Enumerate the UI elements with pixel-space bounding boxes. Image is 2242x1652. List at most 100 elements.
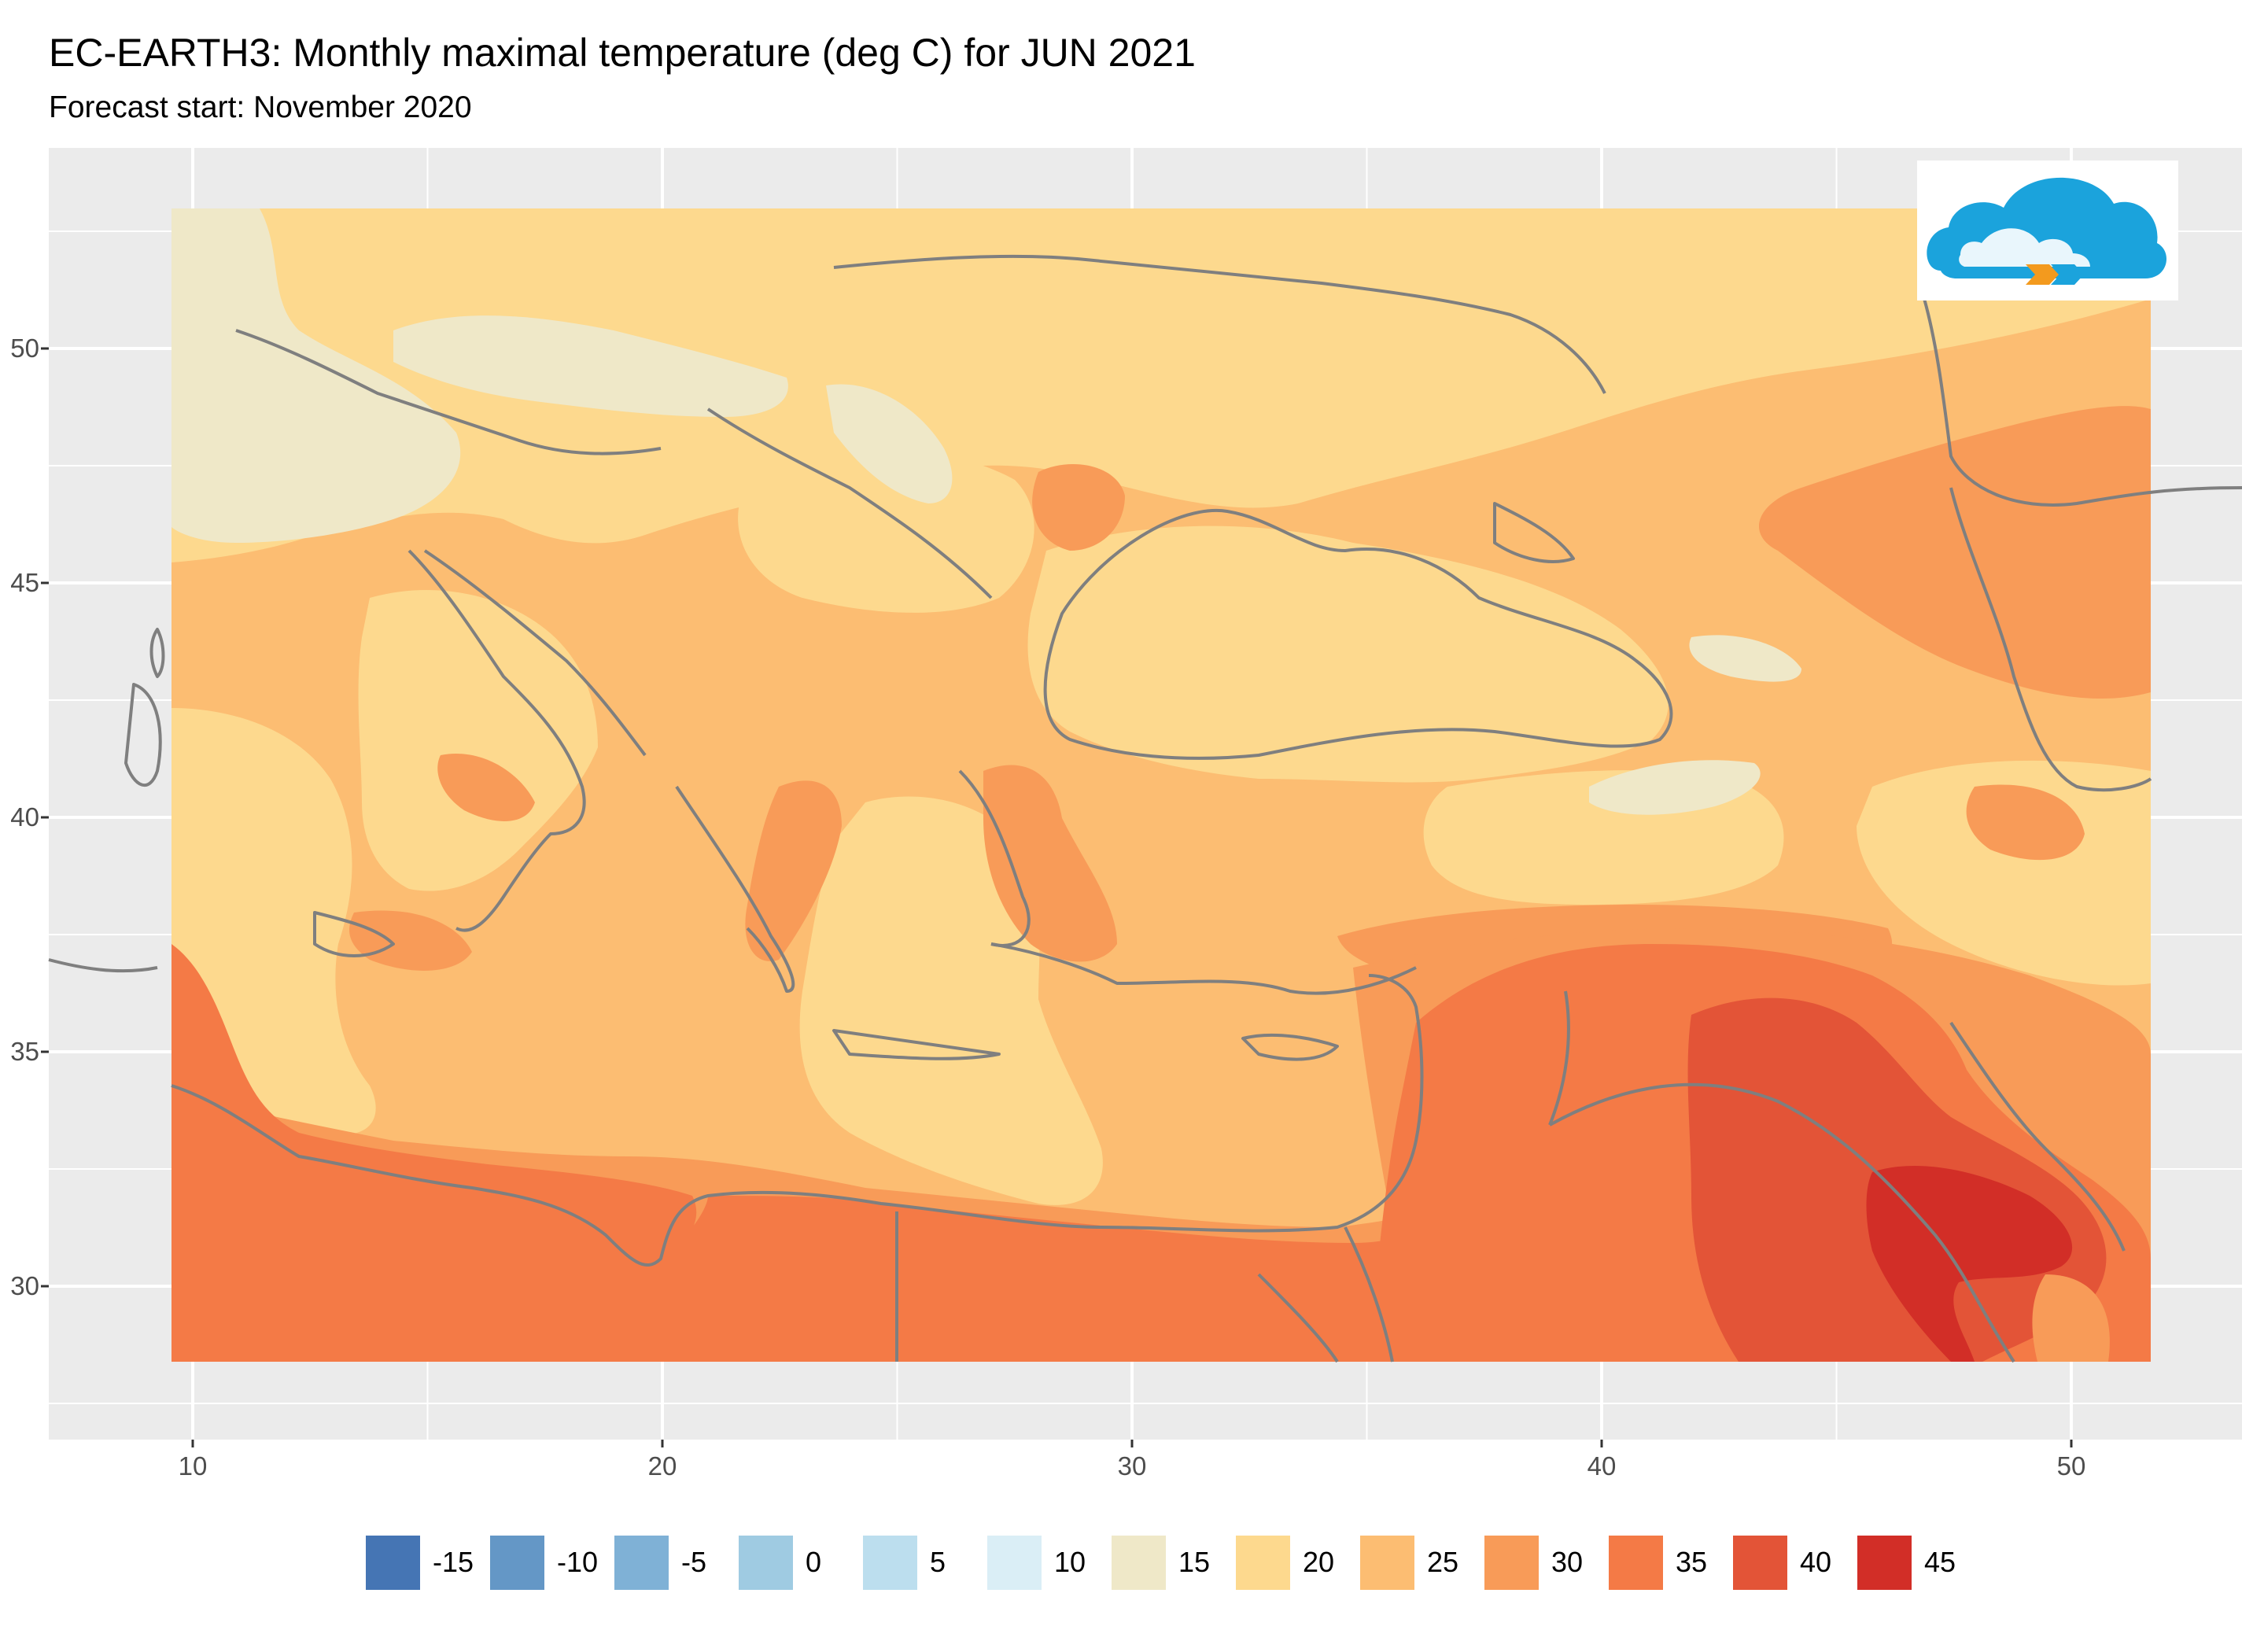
coastline-adriatic (423, 549, 647, 757)
legend-item: 35 (1609, 1535, 1733, 1590)
legend-swatch (614, 1535, 669, 1590)
field-30-ukraine-south (1032, 464, 1125, 551)
legend-swatch (1236, 1535, 1290, 1590)
y-tick-label: 40 (10, 802, 39, 832)
cloud-logo-icon (1917, 160, 2178, 301)
field-20-blacksea (1027, 525, 1669, 783)
field-15-caucasus (1689, 635, 1801, 682)
legend-swatch (863, 1535, 917, 1590)
field-30-naples (437, 754, 535, 821)
border-syria-iraq (1548, 990, 1570, 1126)
legend-item: 15 (1112, 1535, 1236, 1590)
field-30-volga (1759, 406, 2151, 699)
y-tick-label: 35 (10, 1037, 39, 1066)
border-alps (235, 329, 662, 455)
border-tigris (1549, 1082, 2015, 1363)
coastline-caspian (1949, 487, 2152, 792)
legend-swatch (1857, 1535, 1912, 1590)
x-tick-label: 30 (1118, 1451, 1147, 1481)
legend-swatch (366, 1535, 420, 1590)
color-legend: -15 -10 -5 0 5 10 15 20 25 30 35 40 45 (366, 1535, 1982, 1590)
legend-item: 40 (1733, 1535, 1857, 1590)
legend-label: -5 (681, 1546, 707, 1578)
legend-item: -5 (614, 1535, 739, 1590)
legend-label: 40 (1800, 1546, 1832, 1578)
field-20-italy (358, 590, 598, 891)
coastline-north-africa (171, 974, 1424, 1267)
legend-label: 30 (1551, 1546, 1584, 1578)
coastline-iberia-east (48, 958, 158, 973)
field-15-alps (171, 208, 461, 543)
legend-item: 5 (863, 1535, 987, 1590)
legend-label: 0 (806, 1546, 822, 1578)
x-tick-label: 10 (179, 1451, 208, 1481)
border-sinai (1344, 1226, 1394, 1363)
field-30-greece (745, 780, 842, 961)
coastline-corsica (149, 628, 165, 678)
y-tick-label: 45 (10, 568, 39, 597)
legend-label: 25 (1427, 1546, 1459, 1578)
field-15-romania (826, 384, 953, 503)
field-30-caspian-south (1966, 784, 2085, 861)
legend-item: 20 (1236, 1535, 1360, 1590)
legend-swatch (1360, 1535, 1414, 1590)
coastline-sicily (313, 911, 395, 957)
field-35-north-africa (171, 944, 1440, 1362)
legend-label: 45 (1924, 1546, 1956, 1578)
legend-swatch (1733, 1535, 1787, 1590)
field-30-gulf-south (2032, 1274, 2110, 1362)
field-20-balkan (738, 446, 1034, 613)
legend-label: 20 (1303, 1546, 1335, 1578)
legend-swatch (1609, 1535, 1663, 1590)
legend-swatch (739, 1535, 793, 1590)
legend-label: 15 (1178, 1546, 1211, 1578)
coastline-red-sea (1257, 1273, 1339, 1363)
legend-item: 0 (739, 1535, 863, 1590)
border-ukraine-north (833, 254, 1606, 394)
border-danube (706, 407, 993, 599)
map-subtitle: Forecast start: November 2020 (49, 90, 472, 124)
map-title: EC-EARTH3: Monthly maximal temperature (… (49, 31, 1196, 75)
legend-item: -15 (366, 1535, 490, 1590)
field-20-north (171, 208, 2151, 562)
coastline-turkey-west (958, 769, 1031, 947)
legend-swatch (1112, 1535, 1166, 1590)
legend-swatch (987, 1535, 1042, 1590)
legend-label: 10 (1054, 1546, 1086, 1578)
field-15-anatolia (1589, 760, 1761, 815)
axis-labels: 10 20 30 40 50 30 35 40 45 50 (10, 334, 2085, 1481)
coastline-italy (407, 549, 586, 932)
legend-label: -15 (433, 1546, 474, 1578)
temperature-fields (171, 208, 2151, 1362)
legend-label: 5 (930, 1546, 946, 1578)
y-tick-label: 30 (10, 1271, 39, 1300)
x-tick-label: 40 (1587, 1451, 1617, 1481)
coastline-turkey-south (990, 942, 1417, 995)
y-tick-label: 50 (10, 334, 39, 363)
coastline-azov (1493, 502, 1575, 563)
x-tick-label: 50 (2057, 1451, 2086, 1481)
field-30-calabria (349, 910, 472, 971)
legend-item: 45 (1857, 1535, 1982, 1590)
field-30-turkey-west (983, 765, 1117, 962)
legend-swatch (1484, 1535, 1539, 1590)
field-15-carpathian (393, 315, 788, 417)
coastline-cyprus (1241, 1033, 1339, 1061)
country-borders (48, 254, 2242, 1363)
coastline-black-sea (1043, 508, 1673, 760)
coastline-crete (832, 1029, 1001, 1060)
legend-item: 25 (1360, 1535, 1484, 1590)
legend-item: -10 (490, 1535, 614, 1590)
legend-label: -10 (557, 1546, 599, 1578)
x-tick-label: 20 (648, 1451, 677, 1481)
border-russia-kazakh (1918, 282, 2242, 507)
legend-item: 10 (987, 1535, 1112, 1590)
coastline-greece (675, 785, 795, 993)
field-35-gulf-edge (2116, 1290, 2151, 1362)
legend-swatch (490, 1535, 544, 1590)
axis-ticks (41, 347, 2073, 1447)
legend-label: 35 (1676, 1546, 1708, 1578)
border-iran-iraq (1949, 1021, 2126, 1252)
coastline-sardinia (124, 683, 162, 787)
